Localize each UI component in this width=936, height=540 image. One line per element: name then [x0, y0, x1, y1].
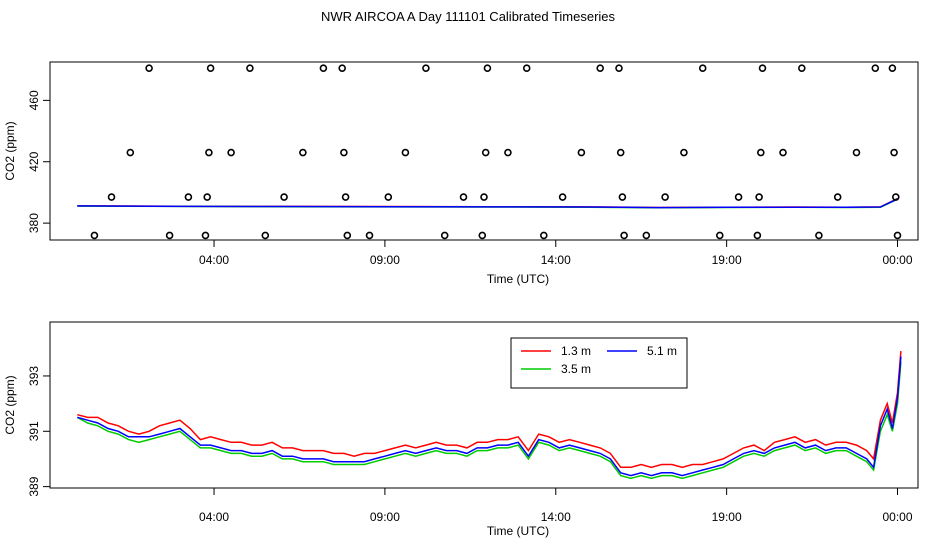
- scatter-point: [459, 193, 468, 201]
- scatter-point: [384, 193, 393, 201]
- scatter-point: [540, 231, 548, 240]
- scatter-point: [261, 231, 270, 240]
- x-axis-label: Time (UTC): [487, 272, 549, 286]
- scatter-point: [343, 231, 352, 240]
- scatter-point: [246, 64, 254, 72]
- x-tick-label: 04:00: [199, 253, 229, 267]
- x-tick-label: 00:00: [882, 253, 912, 267]
- series-line-3-5m: [76, 362, 902, 480]
- scatter-point: [107, 193, 116, 201]
- scatter-point: [422, 64, 430, 72]
- scatter-point: [341, 193, 350, 201]
- scatter-point: [757, 148, 765, 157]
- scatter-point: [184, 193, 193, 201]
- series-line-5-1m: [77, 356, 902, 477]
- scatter-point: [522, 64, 531, 72]
- scatter-point: [616, 148, 625, 157]
- scatter-point: [145, 64, 153, 72]
- x-axis-label: Time (UTC): [487, 524, 549, 538]
- series-line-1-3m: [77, 351, 902, 469]
- scatter-point: [338, 64, 346, 72]
- scatter-point: [620, 231, 628, 240]
- scatter-point: [577, 148, 586, 157]
- scatter-point: [833, 193, 842, 201]
- x-tick-label: 19:00: [712, 510, 742, 524]
- scatter-point: [203, 193, 211, 201]
- scatter-point: [815, 231, 823, 240]
- scatter-point: [299, 148, 307, 157]
- scatter-point: [365, 231, 374, 240]
- scatter-point: [755, 193, 763, 201]
- y-tick-label: 393: [27, 366, 41, 386]
- x-tick-label: 04:00: [199, 510, 229, 524]
- scatter-point: [680, 148, 688, 157]
- scatter-point: [319, 64, 328, 72]
- x-tick-label: 14:00: [541, 253, 571, 267]
- scatter-point: [715, 231, 724, 240]
- legend-label: 5.1 m: [647, 344, 677, 358]
- legend-label: 1.3 m: [561, 344, 591, 358]
- scatter-point: [478, 231, 487, 240]
- series-line-5-1m: [77, 198, 898, 209]
- page-title: NWR AIRCOA A Day 111101 Calibrated Times…: [320, 9, 616, 24]
- y-tick-label: 460: [27, 90, 41, 110]
- x-tick-label: 14:00: [541, 510, 571, 524]
- scatter-point: [798, 64, 806, 72]
- scatter-point: [890, 148, 898, 157]
- y-tick-label: 391: [27, 421, 41, 441]
- y-tick-label: 389: [27, 476, 41, 496]
- scatter-point: [90, 231, 99, 240]
- scatter-point: [206, 64, 215, 72]
- scatter-point: [891, 193, 900, 201]
- scatter-point: [401, 148, 410, 157]
- scatter-point: [852, 148, 861, 157]
- scatter-point: [758, 64, 767, 72]
- y-tick-label: 420: [27, 151, 41, 171]
- scatter-point: [558, 193, 567, 201]
- y-axis-label: CO2 (ppm): [3, 121, 17, 180]
- scatter-point: [642, 231, 651, 240]
- scatter-point: [888, 64, 897, 72]
- scatter-point: [893, 231, 902, 240]
- scatter-point: [480, 193, 488, 201]
- scatter-point: [280, 193, 288, 201]
- x-tick-label: 09:00: [370, 253, 400, 267]
- scatter-point: [779, 148, 787, 157]
- scatter-point: [205, 148, 213, 157]
- scatter-point: [227, 148, 235, 157]
- scatter-point: [661, 193, 669, 201]
- scatter-point: [871, 64, 880, 72]
- y-axis-label: CO2 (ppm): [3, 375, 17, 434]
- scatter-point: [753, 231, 762, 240]
- scatter-point: [483, 64, 492, 72]
- legend-label: 3.5 m: [561, 362, 591, 376]
- x-tick-label: 19:00: [712, 253, 742, 267]
- scatter-point: [596, 64, 604, 72]
- scatter-point: [734, 193, 743, 201]
- y-tick-label: 380: [27, 213, 41, 233]
- scatter-point: [615, 64, 623, 72]
- x-tick-label: 00:00: [882, 510, 912, 524]
- scatter-point: [698, 64, 707, 72]
- plot-frame-1: [49, 61, 919, 241]
- scatter-point: [340, 148, 348, 157]
- x-tick-label: 09:00: [370, 510, 400, 524]
- scatter-point: [126, 148, 135, 157]
- plot-frame-2: [49, 321, 919, 489]
- scatter-point: [504, 148, 512, 157]
- legend-box: [510, 337, 688, 389]
- scatter-point: [440, 231, 449, 240]
- scatter-point: [201, 231, 210, 240]
- scatter-point: [165, 231, 174, 240]
- scatter-point: [618, 193, 627, 201]
- scatter-point: [481, 148, 490, 157]
